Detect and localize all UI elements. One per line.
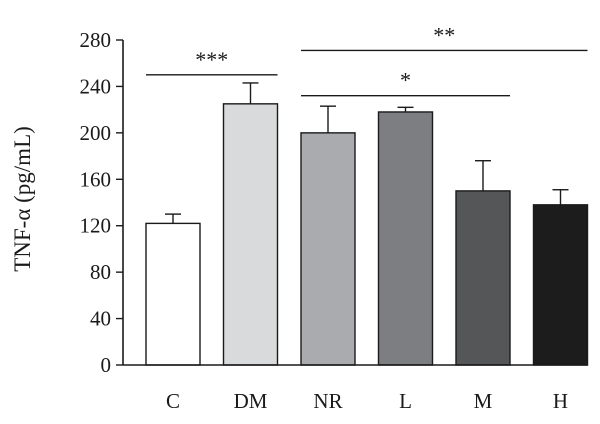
significance-label: * [400, 68, 411, 93]
x-category-label: M [474, 389, 493, 413]
x-category-label: NR [313, 389, 342, 413]
y-axis-label: TNF-α (pg/mL) [10, 126, 35, 272]
x-category-label: H [553, 389, 568, 413]
y-tick-label: 120 [80, 214, 112, 238]
bar-dm [222, 103, 279, 366]
significance-label: *** [195, 47, 228, 72]
y-tick-label: 0 [101, 353, 112, 377]
y-tick-label: 160 [80, 167, 112, 191]
bar-m [455, 190, 511, 366]
bar-c [145, 222, 201, 366]
y-tick-label: 280 [80, 28, 112, 52]
x-category-label: C [166, 389, 180, 413]
bar-h [532, 204, 589, 366]
y-tick-label: 200 [80, 121, 112, 145]
significance-label: ** [433, 22, 455, 47]
bar-l [377, 111, 434, 366]
y-tick-label: 240 [80, 74, 112, 98]
bar-nr [300, 132, 356, 366]
y-tick-label: 80 [90, 260, 111, 284]
x-category-label: L [399, 389, 412, 413]
x-category-label: DM [234, 389, 268, 413]
y-tick-label: 40 [90, 307, 111, 331]
